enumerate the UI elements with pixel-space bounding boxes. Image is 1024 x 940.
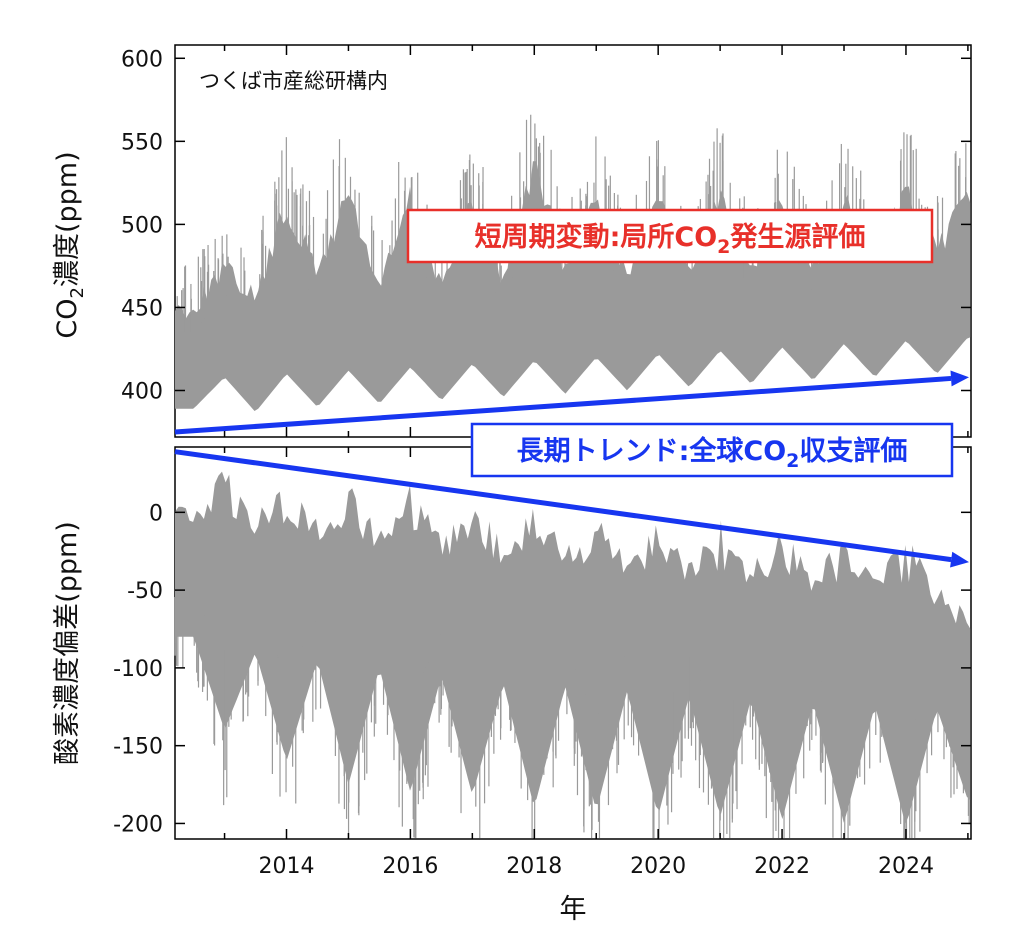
x-tick-label: 2016 (382, 854, 438, 879)
long-term-text-pre: 長期トレンド:全球CO (517, 435, 787, 467)
long-term-text-sub: 2 (786, 450, 799, 472)
long-term-callout: 長期トレンド:全球CO2収支評価 (470, 422, 954, 478)
short-term-text-sub: 2 (717, 236, 730, 258)
o2-trend-arrow-head (950, 551, 969, 568)
trend-arrows (174, 370, 969, 568)
o2-y-axis-label: 酸素濃度偏差(ppm) (52, 521, 83, 765)
o2-y-ticks: -200 -150 -100 -50 0 (113, 501, 971, 837)
o2-y-tick-label: -100 (113, 657, 163, 682)
o2-trend-arrow-line (174, 449, 952, 563)
location-note: つくば市産総研構内 (199, 69, 388, 93)
o2-y-tick-label: -50 (127, 579, 163, 604)
co2-y-tick-label: 450 (121, 296, 163, 321)
x-axis-label: 年 (560, 894, 587, 925)
co2-y-tick-label: 600 (121, 47, 163, 72)
x-tick-label: 2024 (878, 854, 934, 879)
co2-trend-arrow-head (950, 370, 969, 387)
o2-y-tick-label: 0 (149, 501, 163, 526)
co2-y-label-pre: CO (52, 299, 83, 339)
short-term-callout-box (406, 208, 934, 264)
x-tick-label: 2014 (259, 854, 315, 879)
co2-y-axis-label: CO2濃度(ppm) (52, 151, 88, 338)
co2-series-band (175, 161, 971, 411)
o2-y-tick-label: -200 (113, 812, 163, 837)
x-tick-label: 2018 (506, 854, 562, 879)
x-tick-label: 2022 (754, 854, 810, 879)
long-term-callout-text: 長期トレンド:全球CO2収支評価 (517, 435, 908, 472)
short-term-text-post: 発生源評価 (729, 221, 865, 253)
co2-y-ticks: 400 450 500 550 600 (121, 47, 971, 404)
short-term-callout-text: 短周期変動:局所CO2発生源評価 (475, 221, 866, 258)
o2-data-band (174, 471, 971, 838)
co2-y-tick-label: 400 (121, 379, 163, 404)
o2-y-tick-label: -150 (113, 735, 163, 760)
short-term-text-pre: 短周期変動:局所CO (475, 221, 718, 253)
x-axis-ticks: 2014 2016 2018 2020 2022 2024 (223, 45, 969, 879)
co2-y-tick-label: 500 (121, 213, 163, 238)
co2-trend-arrow-line (174, 375, 952, 435)
co2-y-label-sub: 2 (67, 287, 88, 298)
co2-y-label-post: 濃度(ppm) (52, 151, 83, 287)
long-term-callout-box (470, 422, 954, 478)
long-term-text-post: 収支評価 (799, 435, 907, 467)
o2-panel: -200 -150 -100 -50 0 2014 2016 2018 2020 2022 202… (52, 45, 972, 925)
x-tick-label: 2020 (630, 854, 686, 879)
short-term-callout: 短周期変動:局所CO2発生源評価 (406, 208, 934, 264)
co2-y-tick-label: 550 (121, 130, 163, 155)
o2-series-band (175, 471, 971, 824)
